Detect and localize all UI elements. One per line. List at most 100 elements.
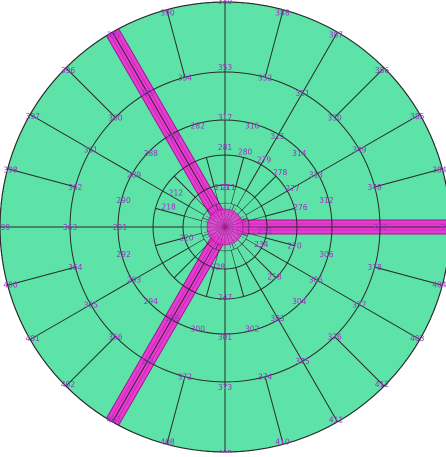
mesh-edge [171, 134, 190, 165]
node-label: 351 [295, 89, 310, 98]
node-label: 305 [309, 276, 324, 285]
mesh-edge [245, 263, 262, 290]
mesh-edge [230, 250, 237, 268]
mesh-edge [29, 114, 92, 150]
mesh-edge [188, 205, 205, 216]
node-label: 347 [373, 223, 388, 232]
mesh-edge [358, 114, 421, 150]
node-label: 361 [84, 146, 99, 155]
center-edge [203, 226, 226, 233]
mesh-edge [261, 247, 288, 264]
center-edge [224, 226, 231, 249]
center-edge [219, 205, 226, 228]
center-edge [213, 207, 226, 228]
mesh-edge [245, 238, 262, 249]
mesh-edge [374, 266, 443, 286]
node-label: 306 [319, 250, 334, 259]
center-edge [224, 226, 245, 239]
node-label: 408 [160, 437, 175, 446]
node-label: 401 [26, 334, 41, 343]
node-label: 315 [270, 132, 285, 141]
mesh-edge [213, 186, 220, 204]
mesh-edge [65, 67, 116, 118]
band-stripe [114, 30, 222, 216]
mesh-edge [147, 319, 172, 362]
node-label: 388 [275, 9, 290, 18]
node-label: 349 [352, 146, 367, 155]
node-label: 377 [352, 301, 367, 310]
node-label: 278 [273, 168, 288, 177]
node-label: 212 [169, 189, 184, 198]
mesh-edge [302, 360, 338, 423]
mesh-edge [171, 289, 190, 320]
node-label: 360 [108, 113, 123, 122]
node-label: 281 [218, 143, 233, 152]
node-label: 362 [68, 183, 83, 192]
node-label: 378 [368, 263, 383, 272]
mesh-edge [90, 280, 133, 305]
center-edge [209, 211, 226, 228]
mesh-edge [278, 92, 303, 135]
mesh-edge [155, 237, 185, 247]
node-label: 371 [140, 357, 155, 366]
node-label: 314 [292, 149, 307, 158]
node-label: 409 [218, 449, 233, 453]
mesh-edge [188, 164, 205, 191]
node-label: 407 [107, 415, 122, 424]
node-label: 288 [144, 149, 159, 158]
node-label: 353 [218, 63, 233, 72]
mesh-edge [184, 232, 202, 239]
mesh-edge [7, 168, 76, 188]
mesh-edge [245, 164, 262, 191]
node-label: 398 [3, 166, 18, 175]
mesh-edge [236, 190, 247, 207]
node-label: 404 [432, 280, 446, 289]
center-edge [209, 226, 226, 243]
node-label: 400 [3, 280, 18, 289]
node-label: 395 [440, 223, 446, 232]
mesh-edge [205, 157, 215, 187]
center-edge [219, 226, 226, 249]
node-label: 283 [165, 132, 180, 141]
mesh-edge [173, 175, 196, 198]
mesh-edge [260, 134, 279, 165]
mesh-edge [112, 360, 148, 423]
node-label: 365 [84, 301, 99, 310]
node-label: 228 [211, 262, 226, 271]
mesh-edge [264, 9, 284, 78]
mesh-edge [230, 186, 237, 204]
node-label: 279 [257, 155, 272, 164]
mesh-edge [184, 215, 202, 222]
node-label: 412 [375, 380, 390, 389]
center-edge [224, 221, 247, 228]
mesh-edge [203, 190, 214, 207]
node-label: 293 [127, 276, 142, 285]
node-label: 390 [160, 9, 175, 18]
node-label: 376 [327, 333, 342, 342]
node-label: 396 [61, 66, 76, 75]
node-label: 218 [161, 202, 176, 211]
node-label: 292 [116, 250, 131, 259]
node-label: 348 [368, 183, 383, 192]
mesh-edge [166, 9, 186, 78]
mesh-edge [155, 207, 185, 217]
mesh-edge [287, 173, 318, 192]
node-label: 282 [191, 122, 206, 131]
mesh-edge [264, 376, 284, 445]
mesh-edge [248, 232, 266, 239]
mesh-edge [112, 31, 148, 94]
center-edge [205, 215, 226, 228]
center-edge [205, 226, 226, 239]
node-label: 316 [245, 122, 260, 131]
mesh-edge [213, 250, 220, 268]
center-edge [203, 221, 226, 228]
mesh-edge [205, 267, 215, 297]
node-label: 385 [410, 112, 425, 121]
node-label: 247 [218, 293, 233, 302]
node-label: 391 [107, 31, 122, 40]
mesh-edge [260, 289, 279, 320]
mesh-edge [261, 190, 288, 207]
